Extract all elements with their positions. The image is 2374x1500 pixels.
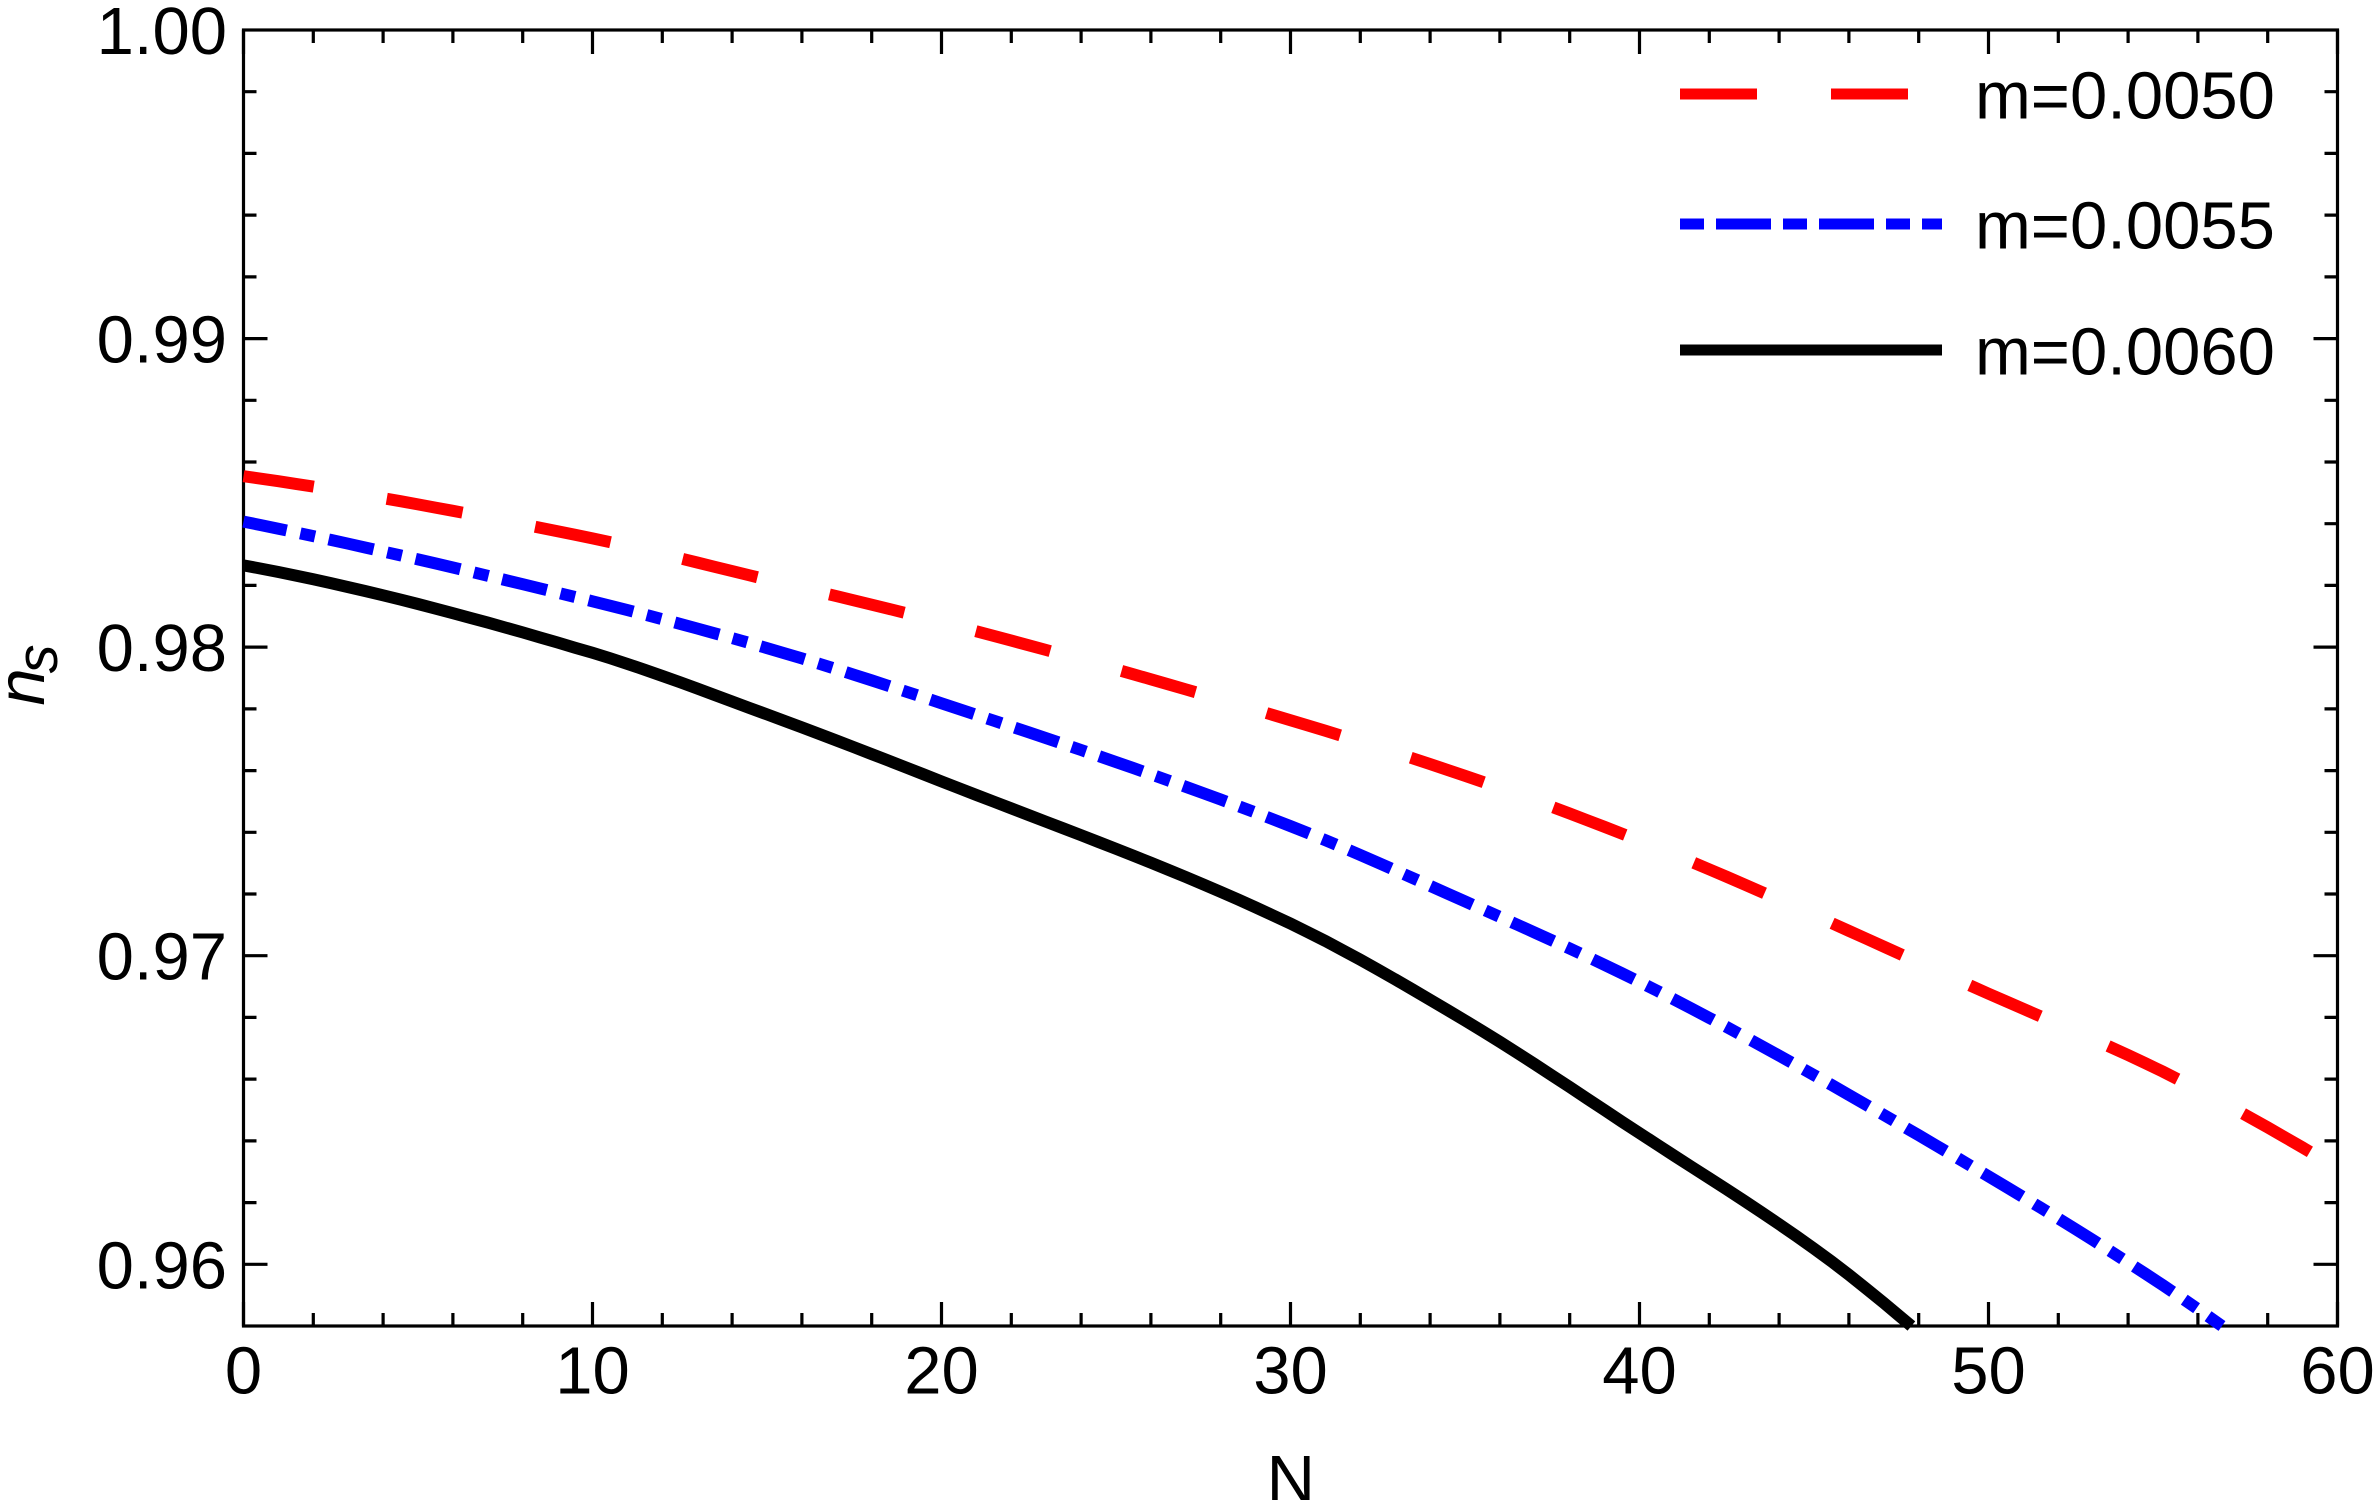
svg-text:0.96: 0.96 [97,1228,227,1303]
svg-text:0: 0 [225,1334,262,1409]
svg-text:50: 50 [1951,1334,2026,1409]
svg-text:m=0.0050: m=0.0050 [1975,59,2275,134]
svg-text:m=0.0055: m=0.0055 [1975,189,2275,264]
svg-text:N: N [1267,1442,1315,1500]
svg-text:20: 20 [904,1334,979,1409]
svg-text:10: 10 [555,1334,630,1409]
svg-text:0.98: 0.98 [97,611,227,686]
svg-text:0.97: 0.97 [97,920,227,995]
svg-text:m=0.0060: m=0.0060 [1975,315,2275,390]
svg-text:1.00: 1.00 [97,0,227,69]
svg-text:ns: ns [0,644,70,705]
svg-text:60: 60 [2300,1334,2374,1409]
svg-text:30: 30 [1253,1334,1328,1409]
svg-text:40: 40 [1602,1334,1677,1409]
svg-text:0.99: 0.99 [97,303,227,378]
